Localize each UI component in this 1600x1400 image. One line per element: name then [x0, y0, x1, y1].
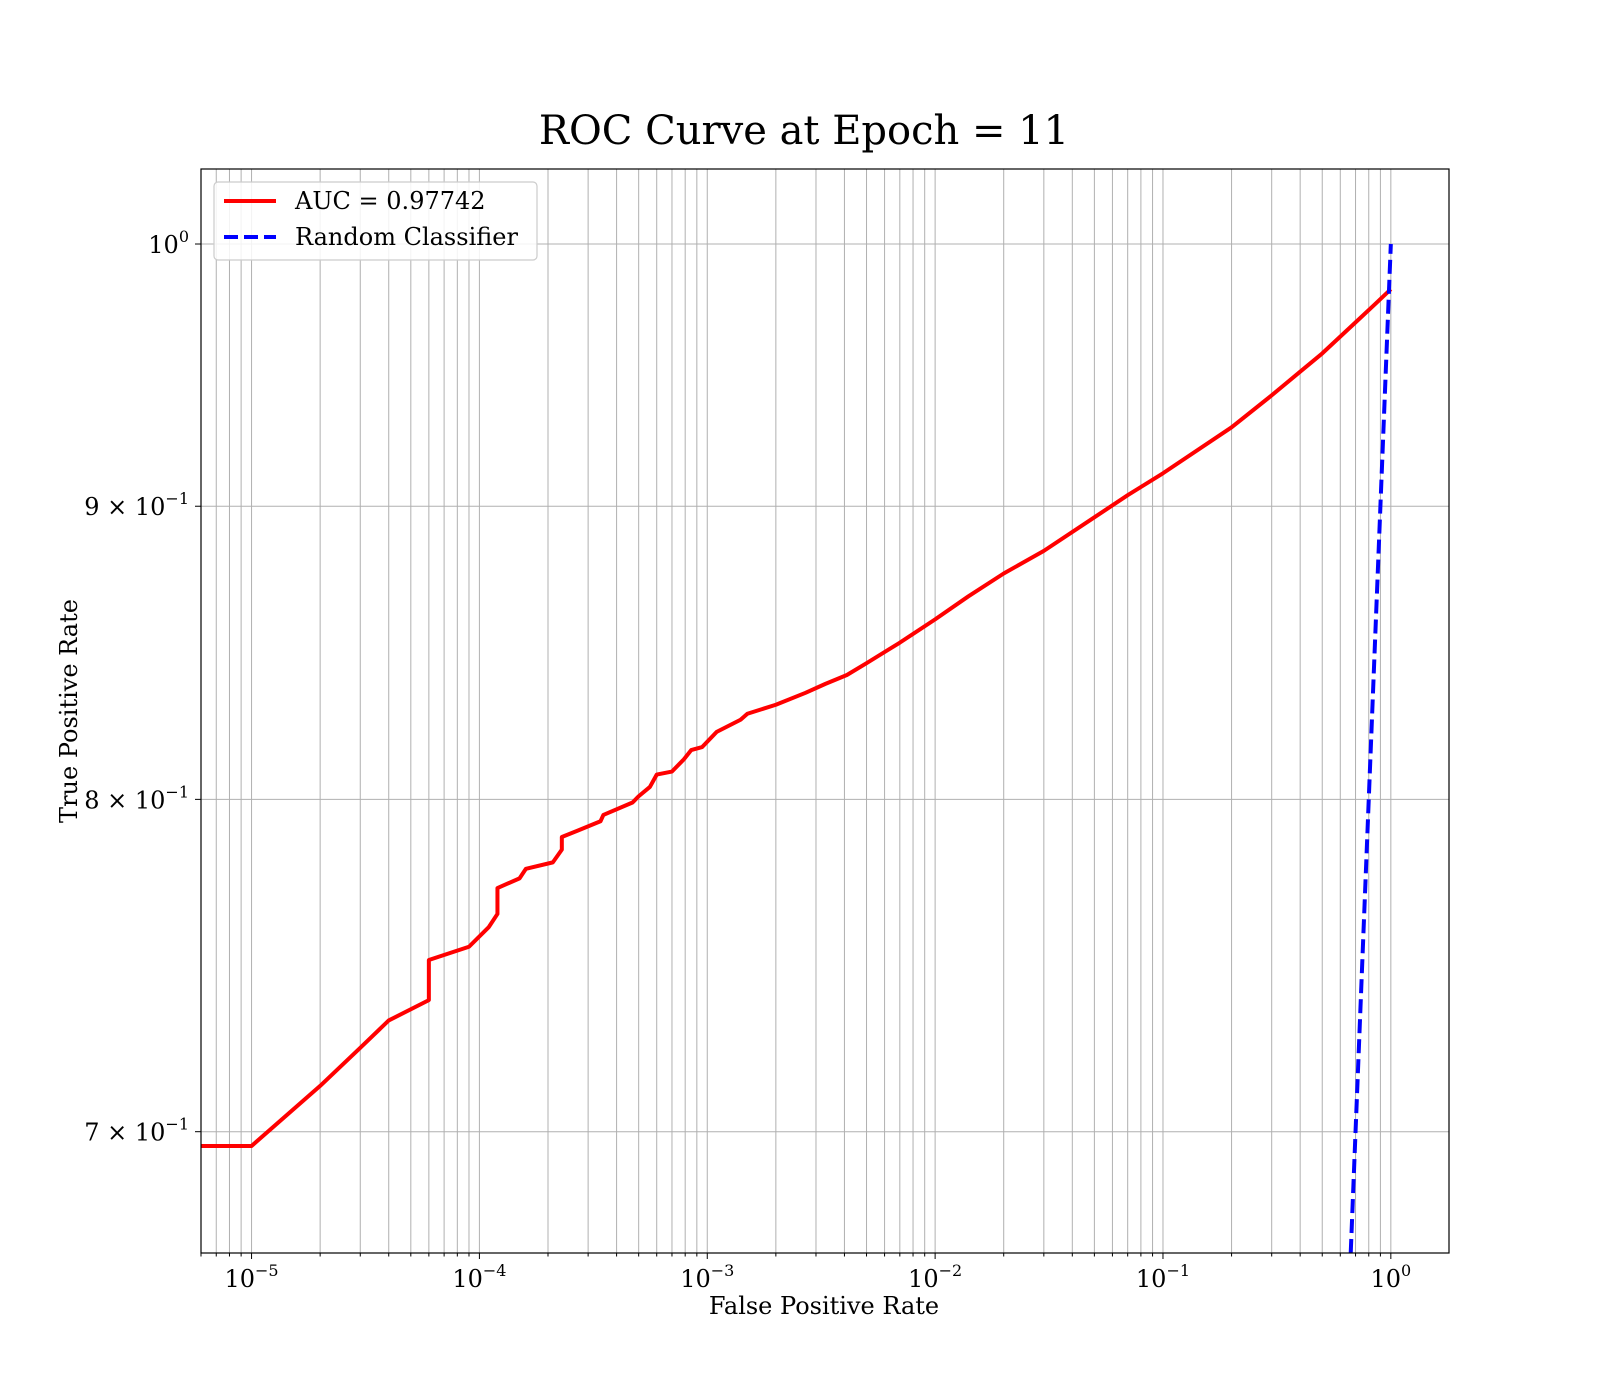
grid	[200, 169, 1449, 1253]
y-tick-label: 8 × 10−1	[84, 782, 189, 814]
y-axis-label: True Positive Rate	[55, 599, 83, 823]
y-tick-label: 9 × 10−1	[84, 489, 189, 521]
y-tick-label: 100	[148, 227, 189, 259]
legend: AUC = 0.97742 Random Classifier	[213, 181, 538, 261]
y-axis-ticks: 100 9 × 10−1 8 × 10−1 7 × 10−1	[84, 227, 201, 1147]
x-tick-label: 10−2	[908, 1261, 962, 1293]
series-layer	[201, 243, 1393, 1253]
roc-curve-line	[201, 287, 1393, 1148]
plot-frame	[200, 168, 1450, 1254]
x-axis-ticks: 10−5 10−4 10−3 10−2 10−1 100	[200, 1253, 1411, 1293]
legend-label-random: Random Classifier	[295, 223, 518, 251]
chart-title: ROC Curve at Epoch = 11	[539, 108, 1069, 154]
x-tick-label: 10−4	[452, 1261, 506, 1293]
x-tick-label: 10−3	[680, 1261, 734, 1293]
legend-box	[213, 181, 538, 261]
x-axis-label: False Positive Rate	[709, 1292, 939, 1320]
x-tick-label: 100	[1370, 1261, 1411, 1293]
y-tick-label: 7 × 10−1	[84, 1115, 189, 1147]
x-tick-label: 10−1	[1136, 1261, 1190, 1293]
random-classifier-line	[1348, 243, 1393, 1253]
x-tick-label: 10−5	[224, 1261, 278, 1293]
legend-label-auc: AUC = 0.97742	[294, 187, 486, 215]
